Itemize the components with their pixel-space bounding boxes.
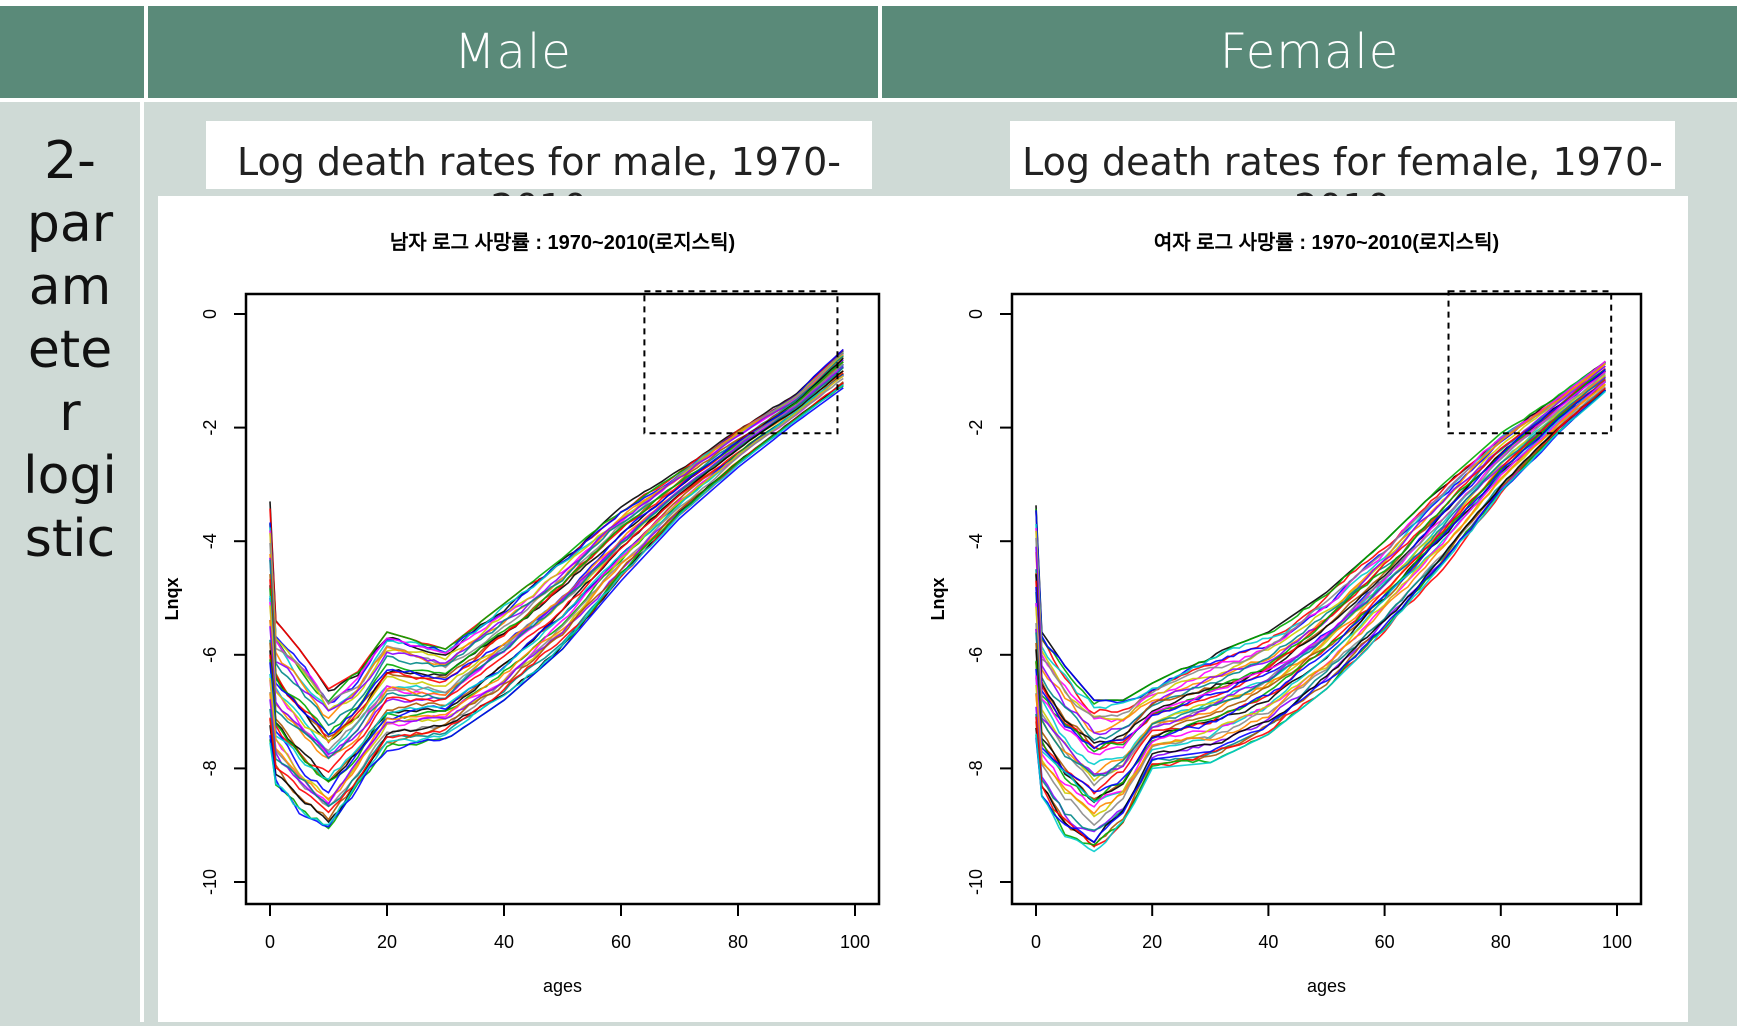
y-tick-label-1-1: -2 <box>966 420 986 436</box>
series-line-1-32 <box>1035 383 1606 815</box>
x-tick-label-0-3: 60 <box>611 932 631 952</box>
x-tick-label-1-1: 20 <box>1142 932 1162 952</box>
header-row: Male Female <box>0 0 1737 102</box>
series-line-0-0 <box>269 350 844 692</box>
y-axis-label-0: Lnqx <box>162 578 182 621</box>
highlight-box-0 <box>643 290 839 435</box>
x-axis-label-0: ages <box>543 976 582 996</box>
series-line-1-27 <box>1035 381 1606 793</box>
x-axis-label-1: ages <box>1307 976 1346 996</box>
highlight-box-1 <box>1447 290 1613 435</box>
y-tick-label-1-2: -4 <box>966 533 986 549</box>
series-line-1-2 <box>1035 360 1606 706</box>
y-axis-label-1: Lnqx <box>928 578 948 621</box>
plot-title-0: 남자 로그 사망률 : 1970~2010(로지스틱) <box>390 231 735 254</box>
y-tick-label-0-5: -10 <box>200 869 220 895</box>
series-line-0-10 <box>269 355 844 727</box>
y-tick-label-1-5: -10 <box>966 869 986 895</box>
x-tick-label-0-0: 0 <box>265 932 275 952</box>
series-line-1-11 <box>1035 370 1606 750</box>
series-line-1-8 <box>1035 363 1606 734</box>
series-line-1-0 <box>1035 361 1606 701</box>
series-line-1-1 <box>1035 361 1606 715</box>
series-line-0-4 <box>269 354 844 712</box>
x-tick-label-0-4: 80 <box>728 932 748 952</box>
series-line-1-10 <box>1035 370 1606 742</box>
row-label: 2- par am ete r logi stic <box>23 131 117 569</box>
plot-frame-0 <box>244 292 881 906</box>
series-line-1-4 <box>1035 362 1606 710</box>
series-line-0-13 <box>269 363 844 744</box>
series-line-1-36 <box>1035 389 1606 844</box>
charts-svg: 남자 로그 사망률 : 1970~2010(로지스틱) 0 20 40 60 80 100 0… <box>162 231 1643 996</box>
y-tick-label-1-3: -6 <box>966 647 986 663</box>
series-line-1-17 <box>1035 370 1606 756</box>
series-line-0-31 <box>269 377 844 808</box>
y-tick-label-0-3: -6 <box>200 647 220 663</box>
series-line-1-35 <box>1035 389 1606 848</box>
chart-area: 남자 로그 사망률 : 1970~2010(로지스틱) 0 20 40 60 80 100 0… <box>158 196 1688 1022</box>
series-line-1-26 <box>1035 380 1606 802</box>
series-line-0-6 <box>269 354 844 712</box>
series-line-0-9 <box>269 359 844 712</box>
x-tick-label-0-2: 40 <box>494 932 514 952</box>
series-line-0-8 <box>269 356 844 720</box>
y-tick-label-0-0: 0 <box>200 309 220 319</box>
x-tick-label-0-1: 20 <box>377 932 397 952</box>
x-tick-label-1-0: 0 <box>1031 932 1041 952</box>
series-line-1-30 <box>1035 383 1606 818</box>
y-tick-label-0-4: -8 <box>200 760 220 776</box>
x-tick-label-1-2: 40 <box>1258 932 1278 952</box>
male-panel-title: Log death rates for male, 1970-2010 <box>206 121 872 230</box>
series-line-1-22 <box>1035 377 1606 777</box>
series-line-0-30 <box>269 375 844 802</box>
y-tick-label-0-2: -4 <box>200 533 220 549</box>
series-line-1-25 <box>1035 378 1606 795</box>
series-line-1-6 <box>1035 362 1606 721</box>
y-tick-label-0-1: -2 <box>200 420 220 436</box>
series-line-1-15 <box>1035 368 1606 750</box>
female-panel-title: Log death rates for female, 1970-2010 <box>1010 121 1675 230</box>
y-tick-label-1-4: -8 <box>966 760 986 776</box>
row-label-cell: 2- par am ete r logi stic <box>0 102 144 1022</box>
x-tick-label-1-3: 60 <box>1375 932 1395 952</box>
series-line-1-40 <box>1035 390 1606 853</box>
y-tick-label-1-0: 0 <box>966 309 986 319</box>
x-tick-label-1-5: 100 <box>1602 932 1632 952</box>
x-tick-label-1-4: 80 <box>1491 932 1511 952</box>
series-line-1-7 <box>1035 365 1606 719</box>
header-female: Female <box>882 6 1737 98</box>
series-line-0-40 <box>269 384 844 826</box>
plot-frame-1 <box>1010 292 1643 906</box>
header-male: Male <box>148 6 878 98</box>
series-line-0-39 <box>269 387 844 828</box>
x-tick-label-0-5: 100 <box>840 932 870 952</box>
plot-title-1: 여자 로그 사망률 : 1970~2010(로지스틱) <box>1154 231 1499 254</box>
header-corner <box>0 6 144 98</box>
